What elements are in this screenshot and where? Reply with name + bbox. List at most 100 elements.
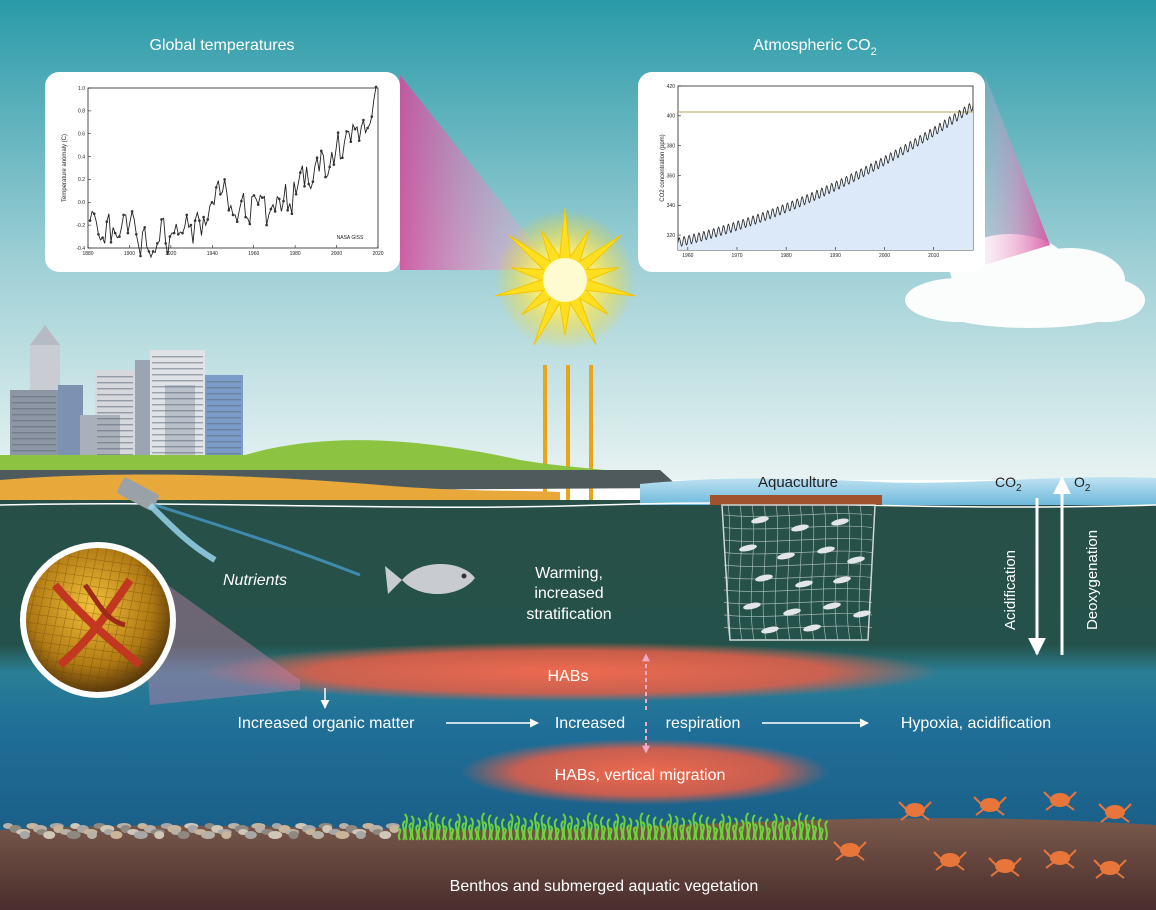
temperature-point (113, 231, 117, 235)
o2-gas-label: O2 (1074, 474, 1091, 494)
co2-ytick: 380 (667, 143, 676, 149)
temperature-point (193, 219, 197, 222)
temperature-point (143, 226, 146, 229)
temperature-point (147, 250, 151, 253)
co2-series-line (677, 103, 974, 247)
temperature-point (244, 215, 247, 219)
co2-xtick: 2000 (879, 253, 890, 259)
temperature-point (252, 194, 256, 197)
temperature-point (227, 209, 231, 212)
temperature-point (320, 149, 323, 153)
temperature-point (231, 213, 235, 217)
co2-ytick: 360 (667, 173, 676, 179)
temperature-point (353, 127, 357, 131)
temperature-point (202, 215, 205, 219)
temperature-point (109, 241, 113, 244)
co2-xtick: 1960 (682, 253, 693, 259)
temperature-point (269, 207, 273, 211)
temperature-xtick: 1960 (248, 251, 259, 257)
temperature-point (357, 139, 361, 142)
temperature-inset: 1.0 0.8 0.6 0.4 0.2 0.0 -0.2 -0.4 1880 1900 1920 1… (45, 72, 400, 272)
temperature-point (235, 220, 239, 223)
temperature-point (315, 156, 319, 159)
temperature-point (185, 213, 188, 217)
micro-beam (140, 565, 300, 705)
co2-xtick: 1980 (781, 253, 792, 259)
temperature-point (164, 242, 167, 245)
sun-icon (494, 207, 636, 350)
temperature-xtick: 1920 (165, 251, 176, 257)
temperature-point (189, 223, 193, 227)
organic-matter-label: Increased organic matter (238, 715, 416, 732)
temperature-ytick: -0.2 (76, 223, 85, 229)
co2-ytick: 420 (667, 84, 676, 90)
temperature-point (324, 175, 327, 179)
temperature-point (311, 180, 315, 183)
temperature-title: Global temperatures (150, 37, 295, 54)
temperature-xtick: 1900 (124, 251, 135, 257)
temperature-point (198, 219, 201, 222)
temperature-point (328, 165, 332, 169)
temperature-point (341, 156, 344, 159)
temperature-point (181, 231, 184, 235)
seabed-stones (3, 823, 400, 839)
temperature-point (118, 235, 121, 238)
temperature-ytick: 0.8 (78, 109, 85, 115)
temperature-point (299, 171, 302, 174)
temperature-point (97, 233, 100, 236)
temperature-point (101, 236, 104, 239)
co2-beam (985, 75, 1050, 265)
temperature-point (366, 126, 369, 130)
co2-area (678, 103, 973, 250)
temperature-point (290, 212, 294, 215)
temperature-point (362, 118, 365, 122)
temperature-point (139, 254, 142, 258)
habs-label: HABs (548, 668, 589, 685)
temperature-point (135, 233, 138, 236)
co2-xtick: 2010 (928, 253, 939, 259)
co2-title: Atmospheric CO2 (753, 37, 877, 58)
temperature-point (256, 203, 260, 206)
temperature-point (278, 197, 281, 201)
temperature-point (160, 218, 163, 221)
co2-xtick: 1970 (731, 253, 742, 259)
temperature-point (122, 213, 125, 217)
temperature-point (177, 233, 180, 236)
fish-icon (385, 564, 475, 595)
acidification-label: Acidification (1002, 550, 1019, 630)
temperature-plot-frame (87, 87, 379, 249)
temperature-point (210, 201, 214, 204)
temperature-point (265, 223, 268, 227)
temperature-point (374, 85, 378, 89)
warming-label-1: Warming, (535, 565, 603, 582)
benthos-label: Benthos and submerged aquatic vegetation (450, 878, 759, 895)
co2-ylabel: CO2 concentration (ppm) (660, 134, 666, 201)
temperature-point (332, 163, 336, 166)
temperature-point (156, 242, 159, 245)
nutrient-plume (139, 498, 361, 577)
temperature-point (206, 218, 210, 221)
respiration-label: respiration (666, 715, 741, 732)
hypoxia-label: Hypoxia, acidification (901, 715, 1051, 732)
temperature-point (336, 131, 340, 134)
temperature-point (282, 199, 285, 203)
micro-inset (20, 542, 176, 698)
temperature-xtick: 2000 (331, 251, 342, 257)
warming-label-3: stratification (526, 606, 611, 623)
hab-bloom-deep (460, 739, 830, 805)
co2-xtick: 1990 (830, 253, 841, 259)
co2-gas-label: CO2 (995, 474, 1022, 494)
temperature-xtick: 2020 (372, 251, 383, 257)
seagrass (397, 812, 829, 841)
deoxygenation-label: Deoxygenation (1084, 530, 1101, 630)
temperature-point (349, 140, 353, 143)
increased-label: Increased (555, 715, 625, 732)
crustaceans (833, 791, 1132, 879)
temperature-ytick: 0.6 (78, 132, 85, 138)
temperature-xtick: 1940 (207, 251, 218, 257)
aquaculture-cage (710, 495, 882, 641)
temperature-ytick: 0.2 (78, 177, 85, 183)
warming-label-2: increased (534, 585, 603, 602)
